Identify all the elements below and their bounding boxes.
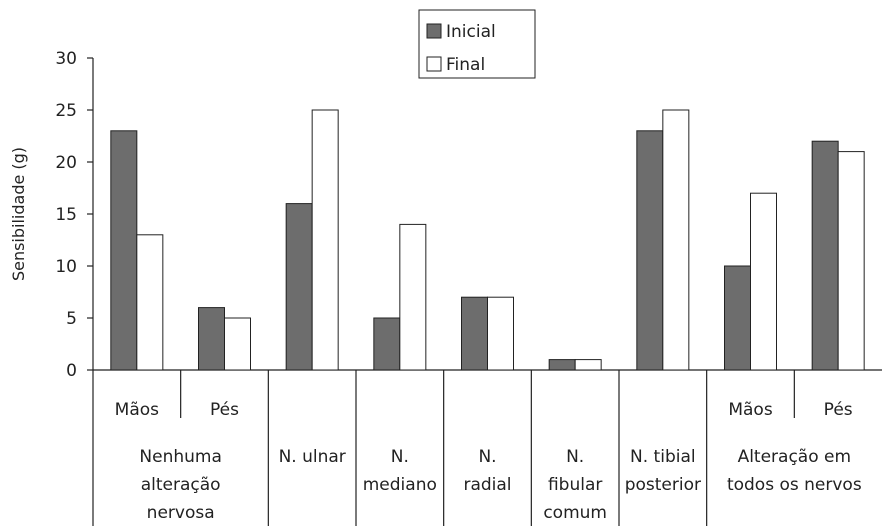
x-sub-label: Mãos <box>728 400 772 420</box>
bar-final <box>750 192 777 371</box>
x-group-label: Alteração em <box>738 447 851 467</box>
x-group-label: N. <box>391 447 409 467</box>
x-sub-label: Pés <box>210 400 239 420</box>
bar-inicial <box>811 140 839 371</box>
x-group-label: N. <box>478 447 496 467</box>
x-group-label: posterior <box>625 475 701 495</box>
x-group-label: nervosa <box>147 503 215 523</box>
bar-final <box>136 234 164 371</box>
x-group-label: Nenhuma <box>139 447 221 467</box>
bar-inicial <box>724 265 751 371</box>
x-group-label: todos os nervos <box>727 475 862 495</box>
bar-inicial <box>373 317 401 371</box>
x-group-label: alteração <box>141 475 221 495</box>
legend-swatch <box>426 56 442 72</box>
bar-inicial <box>636 130 664 371</box>
bars <box>110 109 865 371</box>
bar-final <box>399 223 427 371</box>
x-sub-label: Pés <box>824 400 853 420</box>
x-group-label: N. <box>566 447 584 467</box>
y-tick-label: 5 <box>66 309 77 329</box>
x-group-label: fibular <box>548 475 602 495</box>
x-group-label: N. tibial <box>630 447 696 467</box>
y-axis-label: Sensibilidade (g) <box>9 147 28 281</box>
bar-inicial <box>285 203 313 371</box>
bar-inicial <box>198 307 225 371</box>
x-group-label: N. ulnar <box>279 447 346 467</box>
y-tick-label: 30 <box>55 49 77 69</box>
x-group-label: comum <box>543 503 607 523</box>
bar-final <box>311 109 339 371</box>
legend-swatch <box>426 23 442 39</box>
y-tick-label: 20 <box>55 153 77 173</box>
x-group-label: mediano <box>363 475 437 495</box>
legend-label: Final <box>446 55 485 75</box>
x-categories: Mãos Pés Mãos Pés Nenhuma alteração nervosa N. … <box>92 370 862 526</box>
x-group-label: radial <box>463 475 511 495</box>
y-tick-label: 10 <box>55 257 77 277</box>
y-ticks: 0 5 10 15 20 25 30 <box>55 49 93 381</box>
x-sub-label: Mãos <box>115 400 159 420</box>
y-tick-label: 25 <box>55 101 77 121</box>
bar-final <box>837 151 865 371</box>
bar-final <box>487 296 514 371</box>
y-tick-label: 15 <box>55 205 77 225</box>
legend: Inicial Final <box>418 9 536 79</box>
bar-final <box>224 317 251 371</box>
y-tick-label: 0 <box>66 361 77 381</box>
bar-inicial <box>548 359 576 371</box>
bar-final <box>574 359 602 371</box>
bar-final <box>662 109 690 371</box>
bar-inicial <box>461 296 488 371</box>
bar-inicial <box>110 130 138 371</box>
legend-label: Inicial <box>446 22 496 42</box>
